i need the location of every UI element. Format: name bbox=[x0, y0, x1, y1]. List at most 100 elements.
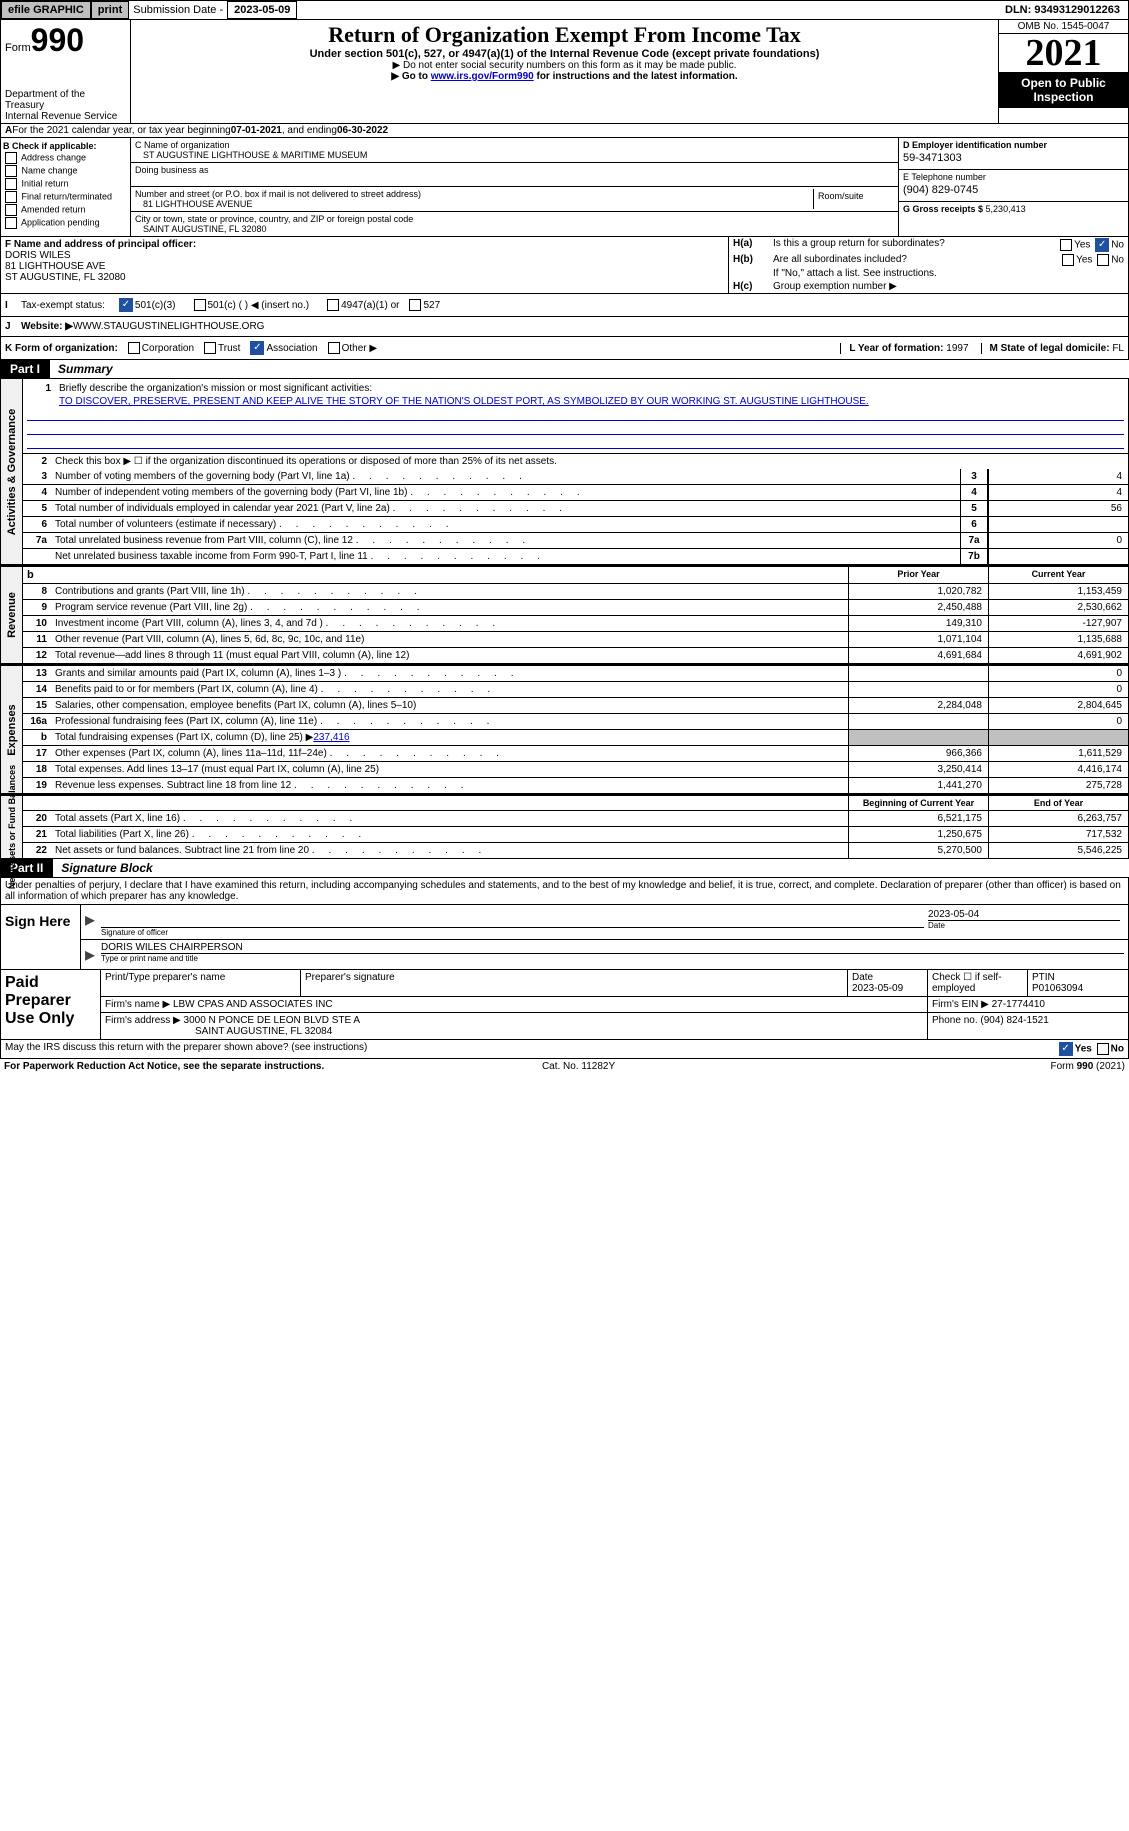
discuss-no[interactable] bbox=[1097, 1043, 1109, 1055]
part1-header: Part I Summary bbox=[0, 360, 1129, 378]
address-box: Number and street (or P.O. box if mail i… bbox=[131, 187, 898, 212]
vtab-ag: Activities & Governance bbox=[6, 408, 18, 535]
chk-corp[interactable] bbox=[128, 342, 140, 354]
l6-val bbox=[988, 517, 1128, 532]
cat-no: Cat. No. 11282Y bbox=[542, 1061, 615, 1072]
chk-501c3[interactable]: ✓ bbox=[119, 298, 133, 312]
prep-ptin: P01063094 bbox=[1032, 983, 1083, 994]
section-net-assets: Net Assets or Fund Balances Beginning of… bbox=[0, 794, 1129, 859]
block-bcd: B Check if applicable: Address change Na… bbox=[0, 138, 1129, 237]
l16b-val: 237,416 bbox=[313, 732, 349, 743]
state-domicile: M State of legal domicile: FL bbox=[981, 343, 1124, 354]
org-street: 81 LIGHTHOUSE AVENUE bbox=[135, 199, 813, 209]
vtab-na: Net Assets or Fund Balances bbox=[7, 765, 17, 889]
l12-py: 4,691,684 bbox=[848, 648, 988, 663]
checkbox-amended-return[interactable] bbox=[5, 204, 17, 216]
chk-527[interactable] bbox=[409, 299, 421, 311]
topbar: efile GRAPHIC print Submission Date - 20… bbox=[0, 0, 1129, 20]
col-h: H(a)Is this a group return for subordina… bbox=[728, 237, 1128, 293]
prep-date: 2023-05-09 bbox=[852, 983, 903, 994]
l5-val: 56 bbox=[988, 501, 1128, 516]
l22-cy: 5,546,225 bbox=[988, 843, 1128, 858]
checkbox-name-change[interactable] bbox=[5, 165, 17, 177]
section-activities-governance: Activities & Governance 1Briefly describ… bbox=[0, 378, 1129, 565]
l19-cy: 275,728 bbox=[988, 778, 1128, 793]
l7b-val bbox=[988, 549, 1128, 564]
l20-py: 6,521,175 bbox=[848, 811, 988, 826]
tel-value: (904) 829-0745 bbox=[903, 184, 1124, 196]
gross-box: G Gross receipts $ 5,230,413 bbox=[899, 202, 1128, 234]
col-c: C Name of organization ST AUGUSTINE LIGH… bbox=[131, 138, 898, 236]
section-expenses: Expenses 13Grants and similar amounts pa… bbox=[0, 664, 1129, 794]
gross-value: 5,230,413 bbox=[986, 204, 1026, 214]
year-formation: L Year of formation: 1997 bbox=[840, 343, 968, 354]
l3-val: 4 bbox=[988, 469, 1128, 484]
chk-4947[interactable] bbox=[327, 299, 339, 311]
row-j: J Website: ▶ WWW.STAUGUSTINELIGHTHOUSE.O… bbox=[0, 317, 1129, 337]
chk-assoc[interactable]: ✓ bbox=[250, 341, 264, 355]
header-middle: Return of Organization Exempt From Incom… bbox=[131, 20, 998, 123]
form-title: Return of Organization Exempt From Incom… bbox=[135, 22, 994, 48]
ha-no[interactable]: ✓ bbox=[1095, 238, 1109, 252]
row-i: I Tax-exempt status: ✓ 501(c)(3) 501(c) … bbox=[0, 294, 1129, 317]
sig-arrow-icon: ▸ bbox=[85, 942, 101, 967]
l7a-val: 0 bbox=[988, 533, 1128, 548]
block-fh: F Name and address of principal officer:… bbox=[0, 237, 1129, 294]
col-f: F Name and address of principal officer:… bbox=[1, 237, 728, 293]
print-button[interactable]: print bbox=[91, 1, 129, 19]
vtab-exp: Expenses bbox=[6, 704, 18, 755]
l18-py: 3,250,414 bbox=[848, 762, 988, 777]
hb-yes[interactable] bbox=[1062, 254, 1074, 266]
ty-end: 06-30-2022 bbox=[337, 125, 388, 136]
org-name: ST AUGUSTINE LIGHTHOUSE & MARITIME MUSEU… bbox=[135, 150, 894, 160]
prep-firm: LBW CPAS AND ASSOCIATES INC bbox=[173, 999, 333, 1010]
section-revenue: Revenue bPrior YearCurrent Year 8Contrib… bbox=[0, 565, 1129, 664]
l17-py: 966,366 bbox=[848, 746, 988, 761]
chk-trust[interactable] bbox=[204, 342, 216, 354]
mission-text: TO DISCOVER, PRESERVE, PRESENT AND KEEP … bbox=[27, 396, 1124, 407]
l19-py: 1,441,270 bbox=[848, 778, 988, 793]
form-ref: Form 990 (2021) bbox=[1050, 1061, 1125, 1072]
ein-box: D Employer identification number 59-3471… bbox=[899, 138, 1128, 170]
checkbox-initial-return[interactable] bbox=[5, 178, 17, 190]
room-suite: Room/suite bbox=[814, 189, 894, 209]
col-b: B Check if applicable: Address change Na… bbox=[1, 138, 131, 236]
chk-other[interactable] bbox=[328, 342, 340, 354]
checkbox-address-change[interactable] bbox=[5, 152, 17, 164]
l13-py bbox=[848, 666, 988, 681]
l15-cy: 2,804,645 bbox=[988, 698, 1128, 713]
footer: For Paperwork Reduction Act Notice, see … bbox=[0, 1059, 1129, 1074]
l8-cy: 1,153,459 bbox=[988, 584, 1128, 599]
sig-name: DORIS WILES CHAIRPERSON bbox=[101, 942, 1124, 953]
l8-py: 1,020,782 bbox=[848, 584, 988, 599]
org-city: SAINT AUGUSTINE, FL 32080 bbox=[135, 224, 894, 234]
checkbox-app-pending[interactable] bbox=[5, 217, 17, 229]
dln: DLN: 93493129012263 bbox=[1005, 4, 1128, 16]
dba-box: Doing business as bbox=[131, 163, 898, 187]
discuss-yes[interactable]: ✓ bbox=[1059, 1042, 1073, 1056]
l12-cy: 4,691,902 bbox=[988, 648, 1128, 663]
sig-date: 2023-05-04 bbox=[928, 909, 1120, 920]
vtab-rev: Revenue bbox=[6, 592, 18, 638]
l15-py: 2,284,048 bbox=[848, 698, 988, 713]
l14-cy: 0 bbox=[988, 682, 1128, 697]
l16a-py bbox=[848, 714, 988, 729]
prep-phone: (904) 824-1521 bbox=[980, 1015, 1048, 1026]
sign-here-label: Sign Here bbox=[1, 905, 81, 969]
checkbox-final-return[interactable] bbox=[5, 191, 17, 203]
hb-no[interactable] bbox=[1097, 254, 1109, 266]
l14-py bbox=[848, 682, 988, 697]
l4-val: 4 bbox=[988, 485, 1128, 500]
ha-yes[interactable] bbox=[1060, 239, 1072, 251]
form-note1: ▶ Do not enter social security numbers o… bbox=[135, 60, 994, 71]
irs-link[interactable]: www.irs.gov/Form990 bbox=[431, 71, 534, 82]
submission-date: 2023-05-09 bbox=[227, 1, 297, 19]
chk-501c[interactable] bbox=[194, 299, 206, 311]
signature-block: Under penalties of perjury, I declare th… bbox=[0, 877, 1129, 970]
officer-addr1: 81 LIGHTHOUSE AVE bbox=[5, 261, 724, 272]
row-k: K Form of organization: Corporation Trus… bbox=[0, 337, 1129, 360]
sig-arrow-icon: ▸ bbox=[85, 907, 101, 937]
form-note2: ▶ Go to www.irs.gov/Form990 for instruct… bbox=[135, 71, 994, 82]
l9-py: 2,450,488 bbox=[848, 600, 988, 615]
form-header: Form990 Department of the Treasury Inter… bbox=[0, 20, 1129, 124]
